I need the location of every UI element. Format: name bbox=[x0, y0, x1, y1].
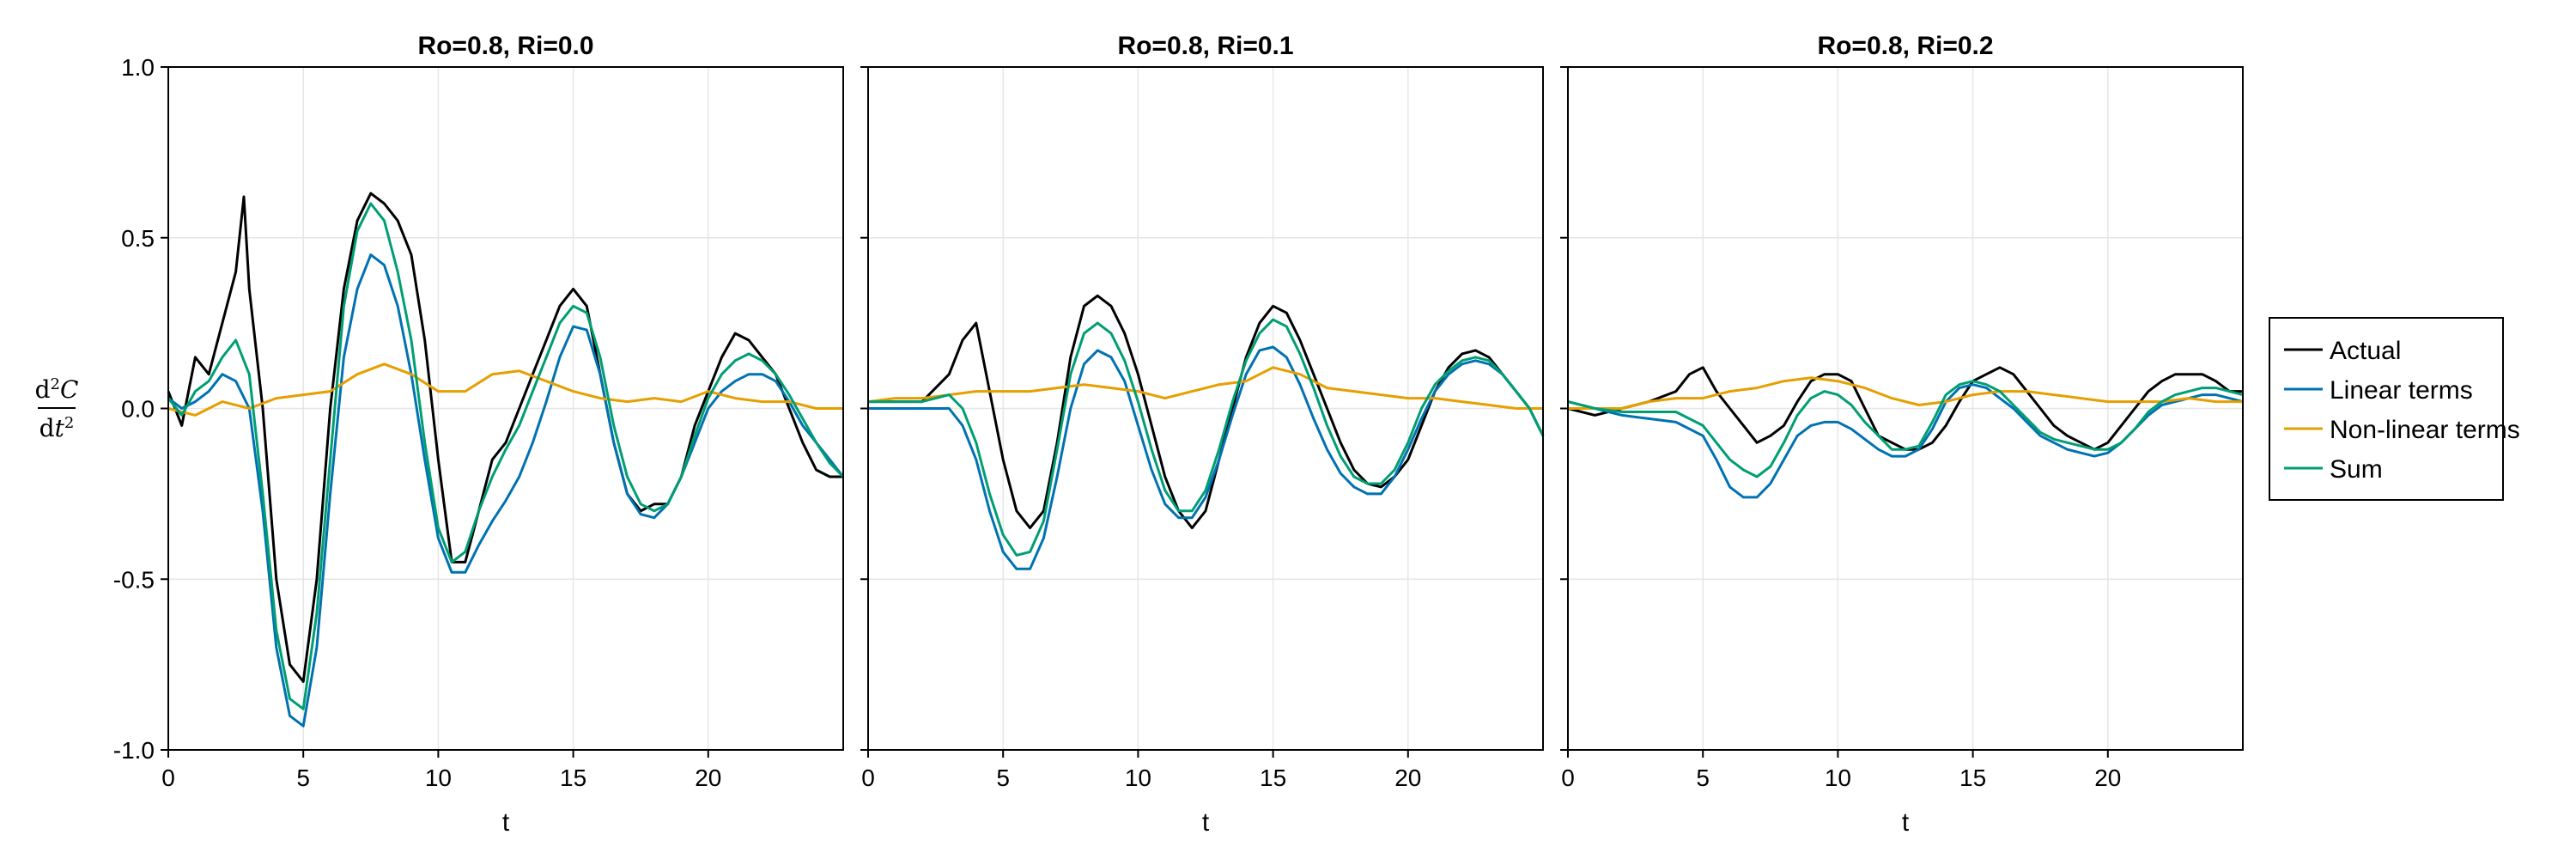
legend: Actual Linear terms Non-linear terms Sum bbox=[2269, 317, 2520, 501]
legend-label: Actual bbox=[2330, 337, 2401, 365]
series-line-actual bbox=[868, 294, 1545, 530]
legend-entry-actual: Actual bbox=[2284, 337, 2401, 365]
y-tick-label: 1.0 bbox=[121, 54, 155, 81]
x-axis-label: t bbox=[502, 808, 510, 837]
x-tick-label: 5 bbox=[1696, 765, 1710, 791]
x-tick-label: 10 bbox=[1125, 765, 1151, 791]
x-tick-label: 10 bbox=[425, 765, 452, 791]
svg-text:dt2: dt2 bbox=[39, 414, 75, 442]
legend-entry-non-linear-terms: Non-linear terms bbox=[2284, 416, 2520, 444]
panel-title: Ro=0.8, Ri=0.1 bbox=[1117, 32, 1293, 60]
x-tick-label: 15 bbox=[560, 765, 586, 791]
series-line-linear-terms bbox=[868, 345, 1545, 570]
panel-2: 0 5 10 15 20 Ro=0.8, Ri=0.1 t bbox=[860, 32, 1545, 837]
x-axis-label: t bbox=[1902, 808, 1910, 837]
legend-entry-sum: Sum bbox=[2284, 455, 2383, 484]
x-tick-label: 0 bbox=[161, 765, 175, 791]
panel-1: 0 5 10 15 20 -1.0 -0.5 0.0 0.5 1.0 Ro=0.8, Ri=0.0 t bbox=[113, 32, 845, 837]
x-tick-label: 15 bbox=[1959, 765, 1986, 791]
series-line-sum bbox=[1567, 380, 2244, 478]
panel-title: Ro=0.8, Ri=0.0 bbox=[417, 32, 593, 60]
x-tick-label: 5 bbox=[996, 765, 1010, 791]
x-tick-label: 15 bbox=[1260, 765, 1286, 791]
y-tick-label: 0.0 bbox=[121, 396, 155, 423]
legend-label: Non-linear terms bbox=[2330, 416, 2520, 444]
x-tick-label: 10 bbox=[1825, 765, 1851, 791]
x-tick-label: 20 bbox=[1394, 765, 1421, 791]
legend-entry-linear-terms: Linear terms bbox=[2284, 376, 2473, 405]
panel-title: Ro=0.8, Ri=0.2 bbox=[1817, 32, 1993, 60]
x-tick-label: 20 bbox=[2094, 765, 2121, 791]
y-tick-label: 0.5 bbox=[121, 225, 155, 252]
y-tick-label: -0.5 bbox=[113, 566, 155, 593]
legend-label: Linear terms bbox=[2330, 376, 2473, 405]
series-line-non-linear-terms bbox=[167, 362, 843, 417]
panels: 0 5 10 15 20 -1.0 -0.5 0.0 0.5 1.0 Ro=0.8, Ri=0.0 t… bbox=[113, 32, 2244, 837]
series-line-non-linear-terms bbox=[1568, 376, 2243, 410]
svg-text:d2C: d2C bbox=[35, 375, 79, 404]
x-axis-label: t bbox=[1202, 808, 1210, 837]
legend-label: Sum bbox=[2330, 455, 2383, 484]
x-tick-label: 0 bbox=[861, 765, 875, 791]
y-tick-label: -1.0 bbox=[113, 737, 155, 764]
legend-box bbox=[2269, 317, 2504, 501]
series-line-actual bbox=[167, 192, 843, 683]
panel-3: 0 5 10 15 20 Ro=0.8, Ri=0.2 t bbox=[1560, 32, 2244, 837]
series-line-sum bbox=[167, 202, 845, 710]
series-line-sum bbox=[868, 318, 1545, 557]
series-line-linear-terms bbox=[167, 253, 845, 728]
x-tick-label: 20 bbox=[695, 765, 721, 791]
x-tick-label: 0 bbox=[1561, 765, 1575, 791]
series-line-non-linear-terms bbox=[867, 366, 1543, 410]
x-tick-label: 5 bbox=[296, 765, 310, 791]
y-axis-label: d2C dt2 bbox=[35, 375, 79, 442]
